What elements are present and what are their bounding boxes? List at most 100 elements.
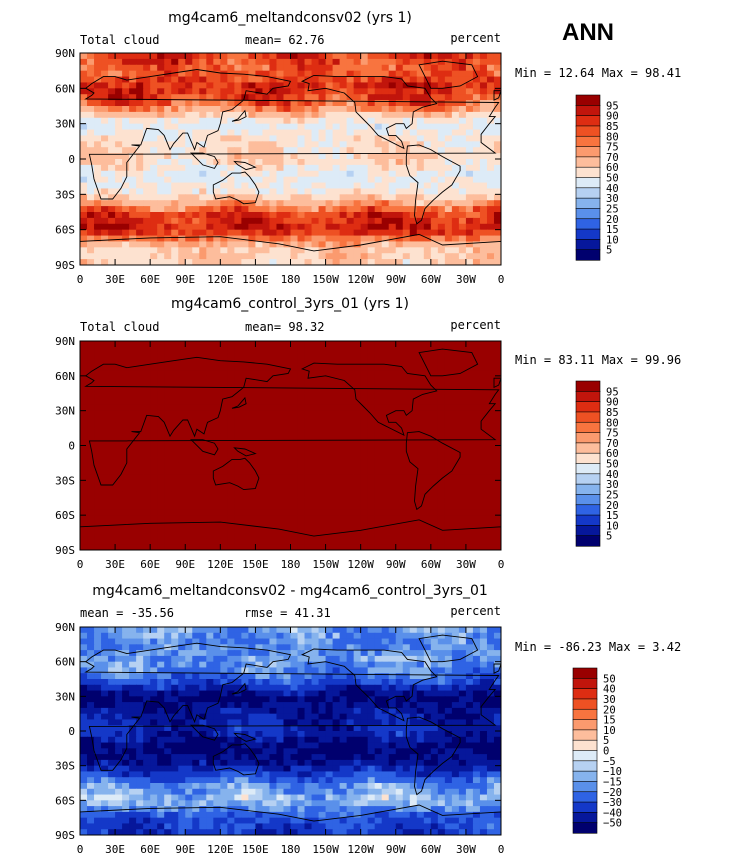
field-cell [199,638,207,645]
field-cell [101,544,109,550]
lon-tick-label: 180 [281,273,301,286]
field-cell [353,632,362,640]
field-cell [451,544,460,550]
field-cell [465,235,474,243]
field-cell [80,644,88,651]
field-cell [213,393,221,400]
field-cell [171,491,179,499]
field-cell [101,82,109,89]
field-cell [332,644,341,651]
field-cell [360,393,369,400]
field-cell [465,457,474,464]
field-cell [213,526,221,534]
field-cell [213,627,221,634]
field-cell [332,480,341,487]
field-cell [171,381,179,389]
field-cell [423,491,432,499]
field-cell [437,212,446,219]
field-cell [150,176,158,184]
field-cell [423,123,432,131]
field-cell [101,212,109,219]
field-cell [472,433,481,441]
field-cell [353,147,362,154]
field-cell [157,526,165,534]
field-cell [255,100,264,107]
field-cell [87,217,95,225]
field-cell [465,650,474,657]
field-cell [157,212,165,219]
field-cell [458,404,467,412]
field-cell [346,106,355,113]
field-cell [178,627,186,634]
field-cell [241,650,249,657]
field-cell [262,346,271,354]
field-cell [325,176,334,184]
field-cell [136,655,144,663]
field-cell [150,341,158,348]
field-cell [353,491,362,499]
field-cell [199,387,207,394]
field-cell [129,638,137,645]
field-cell [423,352,432,360]
field-cell [318,106,327,113]
field-cell [192,526,200,534]
field-cell [444,370,453,377]
field-cell [430,544,439,550]
field-cell [353,229,362,237]
field-cell [486,206,495,213]
field-cell [325,259,334,265]
field-cell [381,416,390,423]
field-cell [346,480,355,487]
field-cell [458,655,467,663]
field-cell [430,393,439,400]
field-cell [346,164,355,172]
field-cell [437,474,446,481]
field-cell [262,526,271,534]
field-cell [472,627,481,634]
field-cell [101,520,109,528]
field-cell [311,100,320,107]
field-cell [157,352,165,360]
field-cell [395,364,404,371]
field-cell [367,241,376,248]
field-cell [374,200,383,207]
field-cell [80,439,88,447]
field-cell [444,206,453,213]
field-cell [157,375,165,383]
field-cell [101,94,109,101]
field-cell [493,399,501,406]
field-cell [262,439,271,447]
field-cell [388,153,397,160]
field-cell [164,480,172,487]
field-cell [437,422,446,429]
field-cell [136,416,144,423]
field-cell [248,532,257,539]
field-cell [472,106,481,113]
field-cell [451,111,460,119]
field-cell [479,223,488,231]
field-cell [171,82,179,89]
field-cell [80,159,88,166]
field-cell [213,364,221,371]
field-cell [129,159,137,166]
field-cell [409,497,418,505]
field-cell [185,433,193,441]
field-cell [248,667,257,674]
field-cell [444,445,453,452]
field-cell [234,111,242,119]
field-cell [199,480,207,487]
field-cell [367,76,376,84]
field-cell [437,346,446,354]
field-cell [213,445,221,452]
field-cell [283,416,292,423]
field-cell [451,235,460,243]
field-cell [164,352,172,360]
field-cell [108,253,116,260]
field-cell [241,88,249,95]
field-cell [199,235,207,243]
field-cell [465,393,474,400]
field-cell [388,212,397,219]
field-cell [192,433,200,441]
field-cell [94,661,102,669]
field-cell [444,212,453,219]
